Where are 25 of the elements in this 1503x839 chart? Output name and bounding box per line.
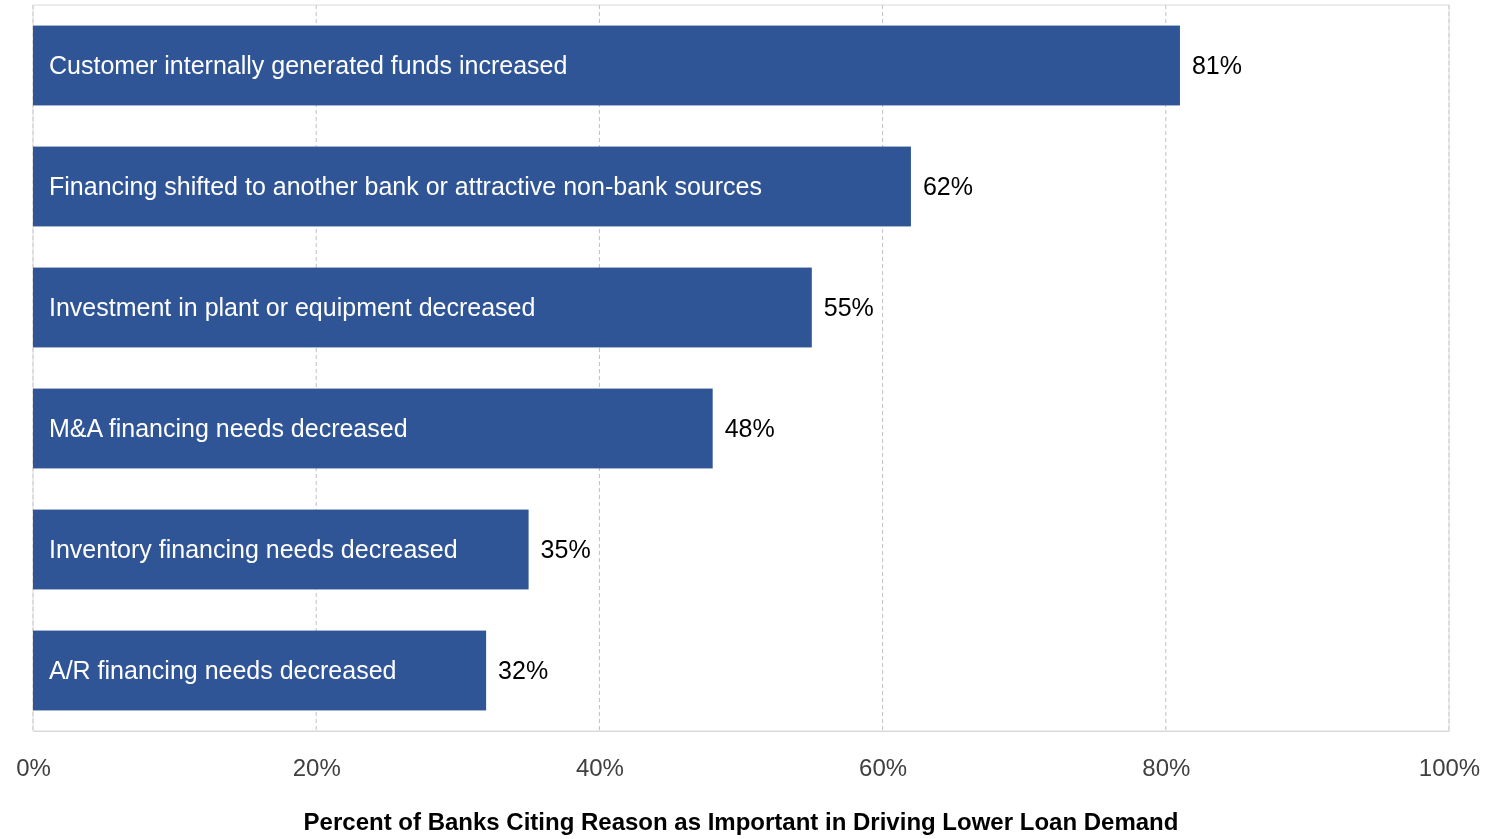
x-tick-label: 0% [16,754,51,782]
x-tick-label: 100% [1418,754,1481,782]
data-label: 32% [498,656,549,685]
bar [33,509,529,590]
bar [33,146,911,227]
data-label: 48% [724,414,775,443]
y-tick-label: Customer internally generated funds increased [49,51,568,80]
bar [33,630,487,711]
x-axis-title: Percent of Banks Citing Reason as Important in Driving Lower Loan Demand [303,808,1179,835]
bar [33,267,812,348]
data-label: 81% [1191,51,1243,80]
y-tick-label: A/R financing needs decreased [49,656,397,685]
bar [33,25,1180,106]
y-tick-label: Inventory financing needs decreased [49,535,458,564]
x-tick-label: 20% [292,754,341,782]
bar [33,388,713,469]
x-tick-label: 40% [575,754,624,782]
y-tick-label: Financing shifted to another bank or attractive non-bank sources [49,172,762,201]
x-tick-label: 60% [859,754,908,782]
y-tick-label: Investment in plant or equipment decreased [49,293,536,322]
data-label: 35% [540,535,591,564]
data-label: 62% [922,172,973,201]
y-tick-label: M&A financing needs decreased [49,414,408,443]
data-label: 55% [823,293,874,322]
x-tick-label: 80% [1142,754,1191,782]
